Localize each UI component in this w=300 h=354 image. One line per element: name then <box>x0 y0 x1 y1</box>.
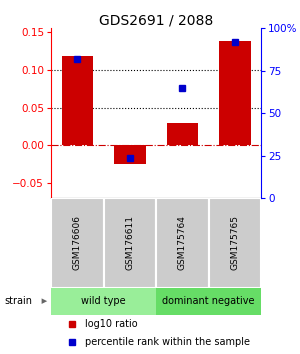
Bar <box>51 287 156 315</box>
Text: GSM176606: GSM176606 <box>73 216 82 270</box>
Bar <box>219 41 250 145</box>
Text: wild type: wild type <box>81 296 126 306</box>
Bar <box>167 123 198 145</box>
Bar <box>156 198 208 287</box>
Text: log10 ratio: log10 ratio <box>85 319 137 329</box>
Bar <box>103 198 156 287</box>
Bar <box>61 56 93 145</box>
Text: percentile rank within the sample: percentile rank within the sample <box>85 337 250 347</box>
Text: GSM175764: GSM175764 <box>178 216 187 270</box>
Bar <box>51 198 104 287</box>
Bar <box>114 145 146 164</box>
Text: dominant negative: dominant negative <box>162 296 255 306</box>
Bar <box>156 287 261 315</box>
Bar <box>208 198 261 287</box>
Text: strain: strain <box>4 296 33 306</box>
Text: GSM175765: GSM175765 <box>230 216 239 270</box>
Text: GSM176611: GSM176611 <box>125 216 134 270</box>
Title: GDS2691 / 2088: GDS2691 / 2088 <box>99 13 213 27</box>
